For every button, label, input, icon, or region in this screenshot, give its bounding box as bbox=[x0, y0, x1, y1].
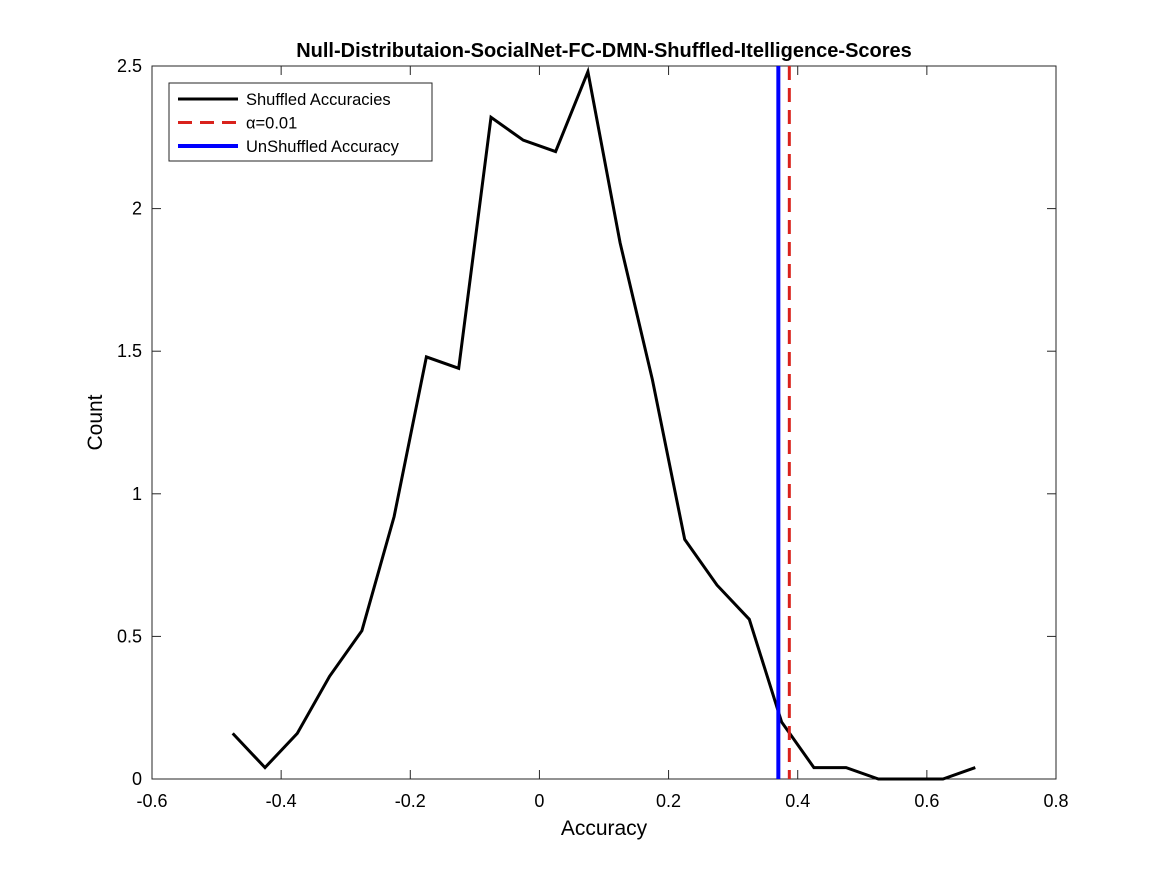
x-tick-label: 0.4 bbox=[785, 791, 810, 811]
y-tick-label: 1 bbox=[132, 484, 142, 504]
axes-box bbox=[151, 65, 1057, 780]
y-tick-label: 2 bbox=[132, 199, 142, 219]
x-tick-label: -0.4 bbox=[266, 791, 297, 811]
y-tick-label: 2.5 bbox=[117, 56, 142, 76]
y-tick-label: 1.5 bbox=[117, 341, 142, 361]
x-tick-label: 0 bbox=[534, 791, 544, 811]
series-line-shuffled-accuracies bbox=[231, 66, 976, 781]
x-tick-label: 0.8 bbox=[1043, 791, 1068, 811]
x-tick-label: 0.6 bbox=[914, 791, 939, 811]
legend: Shuffled Accuracies α=0.01 UnShuffled Accu… bbox=[168, 82, 433, 162]
legend-entry-alpha-label: α=0.01 bbox=[246, 115, 297, 133]
chart-title: Null-Distributaion-SocialNet-FC-DMN-Shuf… bbox=[296, 40, 912, 62]
legend-entry-unshuffled-label: UnShuffled Accuracy bbox=[246, 138, 400, 156]
y-tick-label: 0.5 bbox=[117, 626, 142, 646]
x-tick-label: -0.6 bbox=[136, 791, 167, 811]
y-tick-label: 0 bbox=[132, 769, 142, 789]
x-tick-label: 0.2 bbox=[656, 791, 681, 811]
y-axis-label: Count bbox=[84, 394, 107, 450]
x-tick-label: -0.2 bbox=[395, 791, 426, 811]
x-axis-label: Accuracy bbox=[561, 817, 648, 840]
legend-entry-shuffled-label: Shuffled Accuracies bbox=[246, 91, 391, 109]
